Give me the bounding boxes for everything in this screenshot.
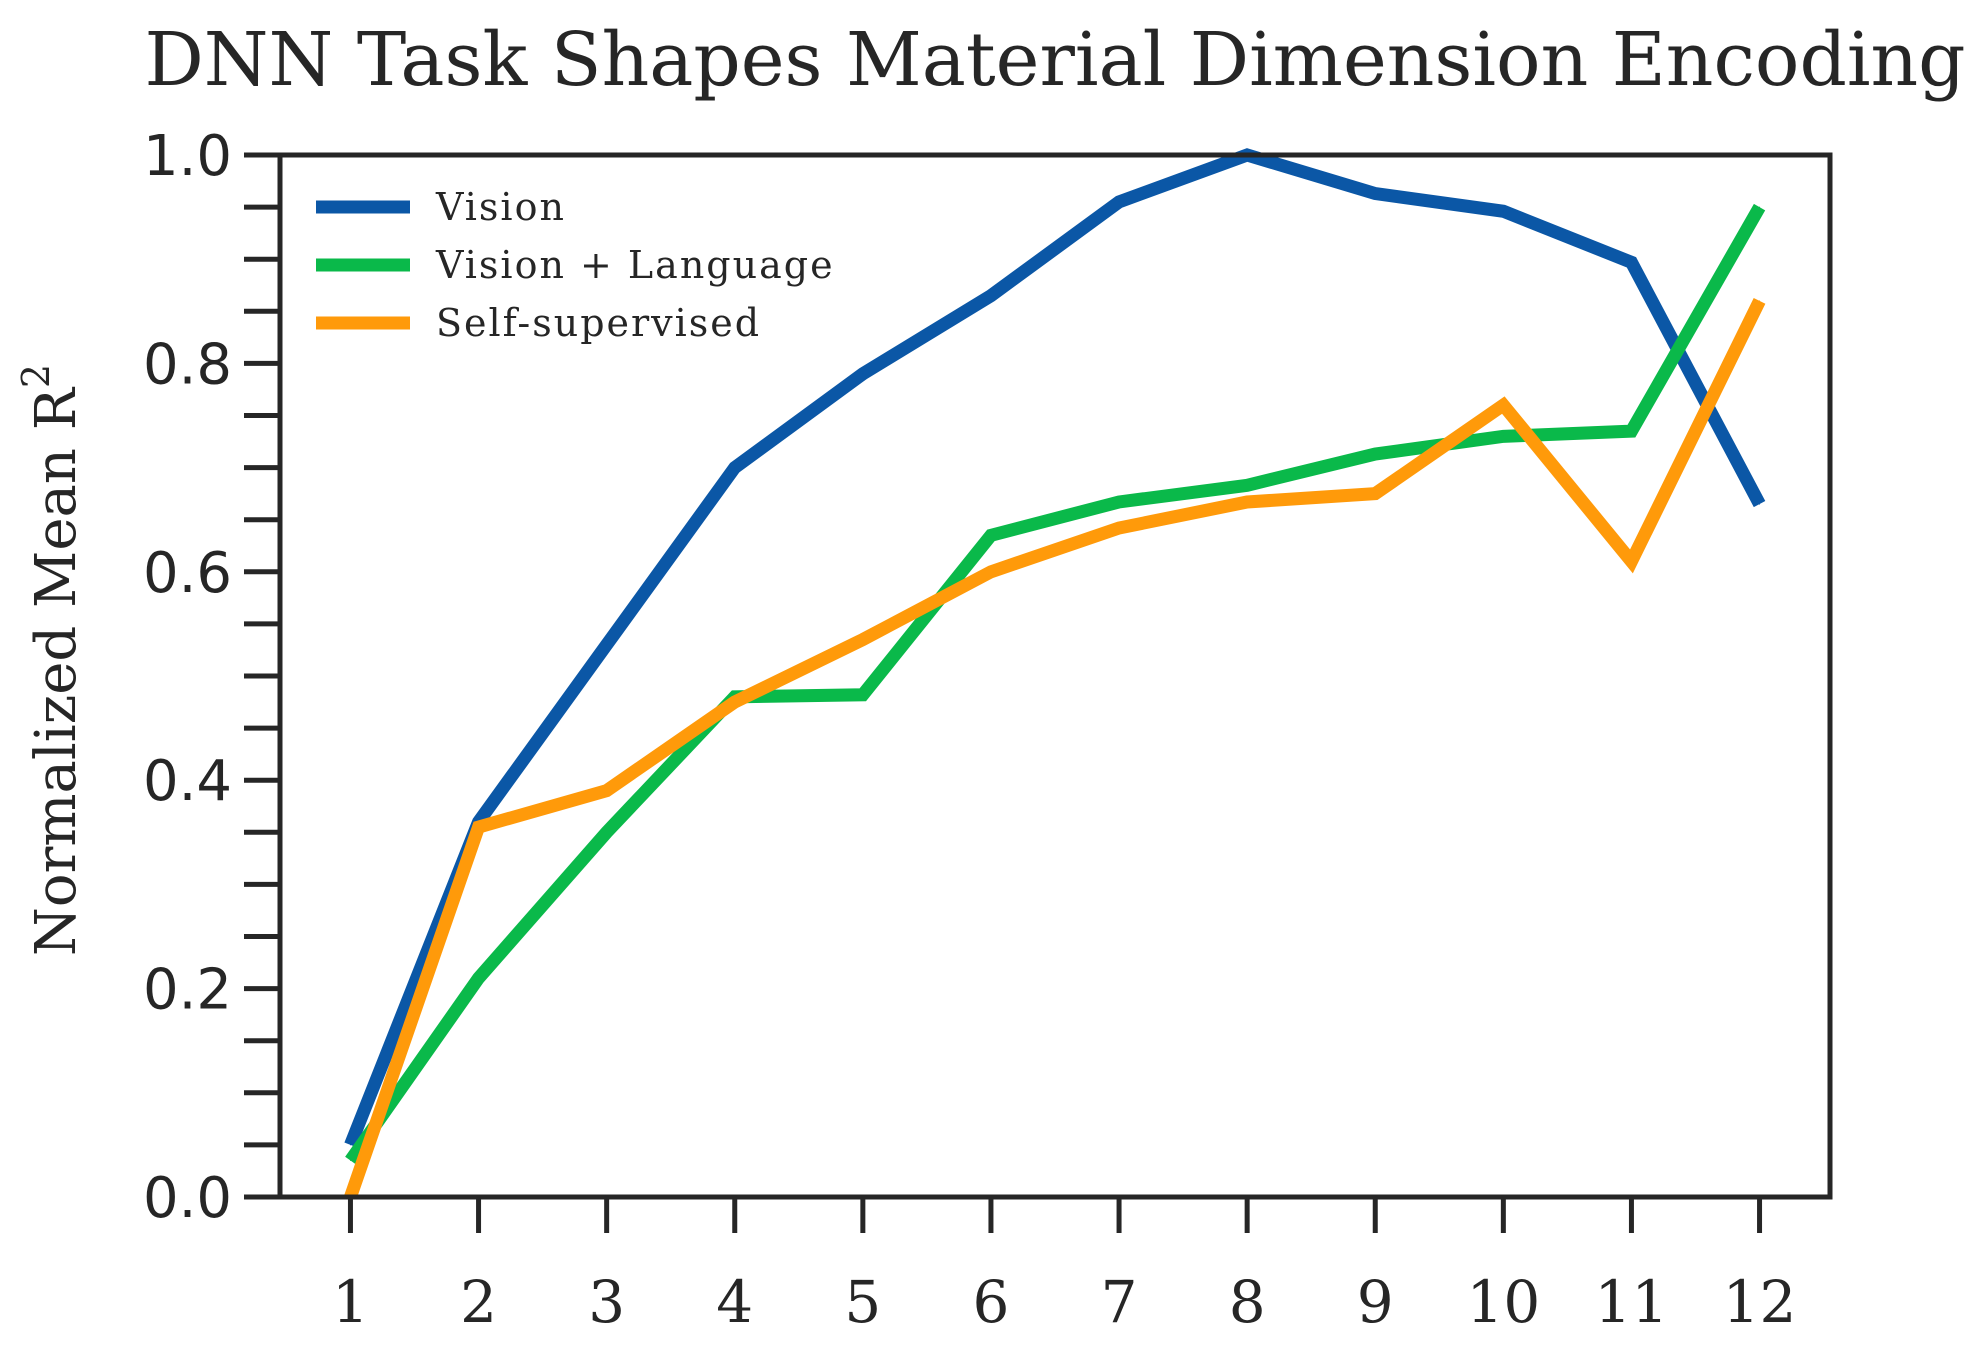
x-tick-label: 3 (588, 1268, 625, 1336)
series-line-3 (344, 298, 1766, 1200)
data-point (862, 694, 864, 696)
legend-label: Vision (435, 185, 566, 229)
data-point (1759, 300, 1761, 302)
data-point (1630, 430, 1632, 432)
y-axis-ticks: 0.0 0.2 0.4 0.6 0.8 1.0 (143, 124, 280, 1231)
data-point (734, 701, 736, 703)
data-point (1630, 560, 1632, 562)
x-tick-label: 4 (716, 1268, 753, 1336)
data-point (1630, 261, 1632, 263)
y-axis-label-text: Normalized Mean R (24, 386, 89, 956)
legend: Vision Vision + Language Self-supervised (316, 185, 835, 345)
data-point (734, 467, 736, 469)
data-point (1759, 206, 1761, 208)
x-tick-label: 1 (332, 1268, 369, 1336)
data-point (1118, 501, 1120, 503)
x-tick-label: 9 (1357, 1268, 1394, 1336)
x-tick-label: 2 (460, 1268, 497, 1336)
data-point (1246, 484, 1248, 486)
data-point (1502, 435, 1504, 437)
series-lines (344, 148, 1766, 1200)
x-tick-label: 11 (1595, 1268, 1669, 1336)
data-point (990, 534, 992, 536)
data-point (478, 826, 480, 828)
data-point (1374, 193, 1376, 195)
x-axis-ticks: 1 2 3 4 5 6 7 8 9 10 11 12 (332, 1197, 1796, 1336)
y-tick-label: 0.4 (143, 749, 232, 814)
x-tick-label: 10 (1466, 1268, 1540, 1336)
data-point (990, 571, 992, 573)
data-point (1502, 210, 1504, 212)
x-tick-label: 7 (1101, 1268, 1138, 1336)
data-point (606, 790, 608, 792)
data-point (349, 1144, 351, 1146)
legend-label: Vision + Language (435, 243, 835, 287)
data-point (349, 1160, 351, 1162)
series-line-1 (344, 148, 1766, 1148)
data-point (606, 644, 608, 646)
x-tick-label: 12 (1723, 1268, 1797, 1336)
x-tick-label: 8 (1229, 1268, 1266, 1336)
y-tick-label: 0.0 (143, 1166, 232, 1231)
data-point (1118, 527, 1120, 529)
chart-title: DNN Task Shapes Material Dimension Encod… (144, 17, 1965, 103)
data-point (1246, 501, 1248, 503)
y-axis-label: Normalized Mean R2 (14, 364, 89, 956)
y-tick-label: 0.2 (143, 958, 232, 1023)
data-point (862, 639, 864, 641)
plot-frame (277, 152, 1833, 1200)
data-point (478, 977, 480, 979)
data-point (1374, 493, 1376, 495)
legend-label: Self-supervised (436, 301, 761, 345)
y-axis-label-superscript: 2 (14, 364, 58, 388)
data-point (990, 295, 992, 297)
data-point (1118, 201, 1120, 203)
data-point (1374, 453, 1376, 455)
series-line-2 (345, 203, 1766, 1165)
data-point (1759, 503, 1761, 505)
y-tick-label: 1.0 (143, 124, 232, 189)
data-point (606, 831, 608, 833)
y-tick-label: 0.8 (143, 332, 232, 397)
data-point (862, 373, 864, 375)
x-tick-label: 6 (972, 1268, 1009, 1336)
y-tick-label: 0.6 (143, 541, 232, 606)
x-tick-label: 5 (844, 1268, 881, 1336)
data-point (1502, 404, 1504, 406)
